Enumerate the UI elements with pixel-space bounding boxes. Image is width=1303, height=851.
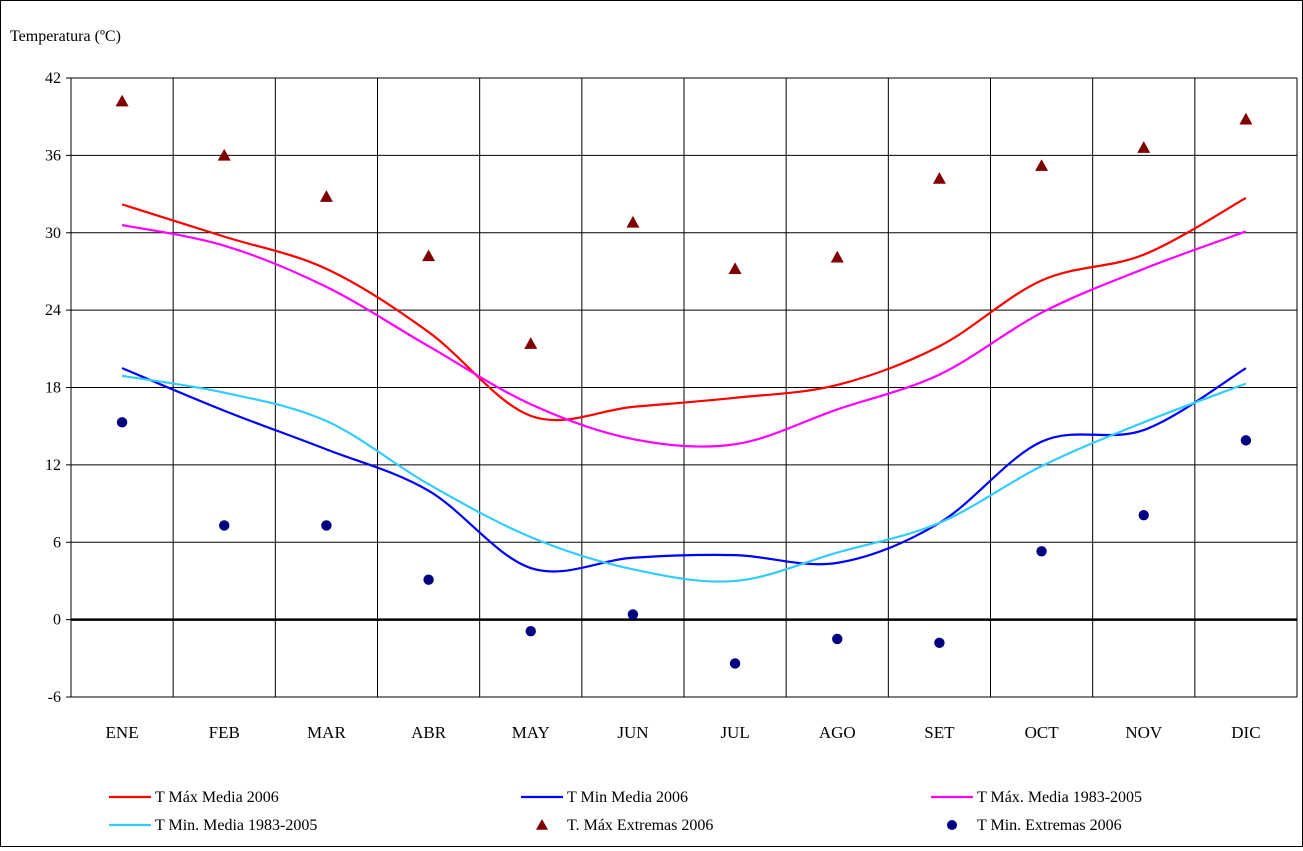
legend-item: T. Máx Extremas 2006 [536, 817, 713, 834]
triangle-marker [115, 94, 129, 107]
legend-item: T Min. Media 1983-2005 [109, 817, 317, 834]
circle-marker [1036, 546, 1047, 557]
legend-label: T Min. Extremas 2006 [977, 817, 1122, 834]
circle-marker [423, 574, 434, 585]
circle-marker [219, 520, 230, 531]
y-tick-label: 30 [45, 225, 61, 242]
x-tick-label: MAR [307, 723, 346, 742]
x-tick-label: NOV [1125, 723, 1163, 742]
triangle-marker [728, 262, 742, 275]
triangle-marker [830, 250, 844, 263]
x-tick-label: MAY [512, 723, 550, 742]
triangle-marker [422, 249, 436, 262]
series-layer [115, 94, 1253, 669]
x-tick-label: FEB [209, 723, 240, 742]
y-tick-label: 0 [53, 612, 61, 629]
y-tick-label: 24 [45, 302, 61, 319]
circle-marker [1138, 509, 1149, 521]
legend-item: T Máx. Media 1983-2005 [931, 789, 1142, 806]
triangle-marker [1239, 112, 1253, 125]
y-tick-label: 12 [45, 457, 61, 474]
triangle-marker [217, 148, 231, 161]
legend-label: T. Máx Extremas 2006 [567, 817, 713, 834]
triangle-marker [319, 190, 333, 202]
triangle-marker [1137, 141, 1151, 153]
circle-marker [525, 626, 536, 637]
legend-label: T Máx Media 2006 [155, 789, 279, 806]
x-tick-label: OCT [1025, 723, 1060, 742]
circle-marker [729, 658, 741, 669]
x-tick-label: ENE [106, 723, 139, 742]
grid-layer [70, 77, 1298, 698]
circle-marker [934, 637, 945, 649]
triangle-marker [932, 172, 946, 184]
series-line-t-min-media-1983-2005 [121, 374, 1247, 583]
x-tick-label: JUL [720, 723, 749, 742]
y-tick-label: 18 [45, 380, 61, 397]
triangle-marker [524, 337, 538, 349]
x-tick-label: JUN [617, 723, 648, 742]
circle-marker [627, 609, 639, 620]
legend-item: T Máx Media 2006 [109, 789, 279, 806]
legend-item: T Min Media 2006 [521, 789, 688, 806]
y-tick-label: 6 [53, 534, 61, 551]
circle-marker [321, 520, 332, 531]
legend-triangle-swatch [536, 819, 548, 830]
series-line-t-min-media-2006 [121, 367, 1247, 573]
triangle-marker [1035, 159, 1049, 171]
x-tick-label: ABR [411, 723, 447, 742]
circle-marker [116, 417, 128, 428]
series-line-t-m-x-media-2006 [121, 196, 1247, 422]
y-tick-label: 36 [45, 147, 61, 164]
legend-label: T Máx. Media 1983-2005 [977, 789, 1142, 806]
legend-circle-swatch [947, 820, 957, 830]
triangle-marker [626, 215, 640, 228]
legend-label: T Min Media 2006 [567, 789, 688, 806]
x-tick-label: DIC [1231, 723, 1260, 742]
x-tick-label: AGO [819, 723, 856, 742]
legend-label: T Min. Media 1983-2005 [155, 817, 317, 834]
legend: T Máx Media 2006 T Min Media 2006 T Máx. M… [109, 789, 1142, 834]
circle-marker [832, 633, 843, 645]
circle-marker [1240, 435, 1252, 446]
axis-layer: -6 0 6 12 18 24 30 36 42 ENE FEB MAR ABR MAY JUN JUL AGO… [45, 70, 1297, 742]
y-tick-label: 42 [45, 70, 61, 87]
series-line-t-m-x-media-1983-2005 [121, 223, 1247, 448]
y-tick-label: -6 [48, 689, 61, 706]
legend-item: T Min. Extremas 2006 [947, 817, 1122, 834]
x-tick-label: SET [924, 723, 955, 742]
y-axis-label: Temperatura (ºC) [10, 28, 121, 45]
